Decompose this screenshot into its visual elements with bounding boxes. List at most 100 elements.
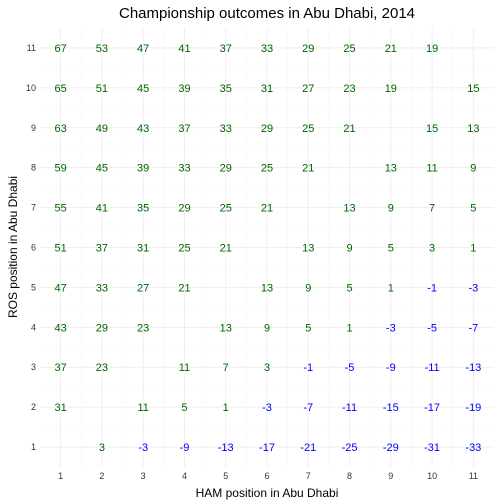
- cell-label: 33: [220, 123, 232, 135]
- cell-label: -3: [468, 282, 478, 294]
- cell-label: -3: [262, 402, 272, 414]
- cell-label: 9: [470, 163, 476, 175]
- cell-label: 7: [429, 203, 435, 215]
- cell-label: 21: [385, 43, 397, 55]
- cell-label: 29: [96, 322, 108, 334]
- cell-label: 13: [385, 163, 397, 175]
- cell-label: -19: [465, 402, 481, 414]
- cell-label: 15: [426, 123, 438, 135]
- cell-label: -1: [427, 282, 437, 294]
- x-tick-label: 5: [223, 471, 228, 481]
- x-tick-label: 8: [347, 471, 352, 481]
- cell-label: -13: [218, 442, 234, 454]
- cell-label: 59: [55, 163, 67, 175]
- cell-label: -13: [465, 362, 481, 374]
- y-tick-label: 2: [31, 402, 36, 412]
- cell-label: 21: [220, 243, 232, 255]
- cell-label: 13: [343, 203, 355, 215]
- cell-label: -9: [386, 362, 396, 374]
- cell-label: 47: [137, 43, 149, 55]
- y-tick-label: 1: [31, 442, 36, 452]
- cell-label: -7: [303, 402, 313, 414]
- cell-label: 9: [346, 243, 352, 255]
- cell-label: -15: [383, 402, 399, 414]
- cell-label: -31: [424, 442, 440, 454]
- y-tick-label: 9: [31, 123, 36, 133]
- cell-label: 1: [470, 243, 476, 255]
- cell-label: 25: [343, 43, 355, 55]
- x-tick-label: 4: [182, 471, 187, 481]
- cell-label: 41: [178, 43, 190, 55]
- cell-label: 5: [346, 282, 352, 294]
- cell-label: 37: [220, 43, 232, 55]
- cell-label: -11: [425, 362, 440, 374]
- cell-label: 5: [181, 402, 187, 414]
- cell-label: 9: [305, 282, 311, 294]
- y-tick-label: 3: [31, 362, 36, 372]
- cell-label: -3: [138, 442, 148, 454]
- x-tick-label: 10: [427, 471, 437, 481]
- cell-label: 43: [55, 322, 67, 334]
- cell-label: 11: [179, 362, 190, 374]
- cell-label: 13: [261, 282, 273, 294]
- cell-label: 11: [426, 163, 437, 175]
- cell-label: 3: [264, 362, 270, 374]
- cell-label: 13: [220, 322, 232, 334]
- cell-label: 25: [302, 123, 314, 135]
- cell-label: -5: [345, 362, 355, 374]
- cell-label: -25: [342, 442, 358, 454]
- cell-label: 29: [261, 123, 273, 135]
- cell-label: 13: [467, 123, 479, 135]
- cell-label: 5: [470, 203, 476, 215]
- cell-label: 55: [55, 203, 67, 215]
- cell-label: -7: [468, 322, 478, 334]
- cell-label: 49: [96, 123, 108, 135]
- cell-label: -29: [383, 442, 399, 454]
- cell-label: 21: [302, 163, 314, 175]
- cell-label: 3: [99, 442, 105, 454]
- cell-label: 37: [96, 243, 108, 255]
- cell-label: 29: [302, 43, 314, 55]
- cell-label: 37: [178, 123, 190, 135]
- cell-label: 47: [55, 282, 67, 294]
- cell-label: 19: [426, 43, 438, 55]
- cell-label: 15: [467, 83, 479, 95]
- cell-label: 33: [178, 163, 190, 175]
- cell-label: 33: [96, 282, 108, 294]
- y-tick-label: 6: [31, 243, 36, 253]
- cell-label: 53: [96, 43, 108, 55]
- cell-label: 51: [96, 83, 108, 95]
- cell-label: 27: [302, 83, 314, 95]
- y-tick-label: 4: [31, 322, 36, 332]
- cell-label: 5: [305, 322, 311, 334]
- x-tick-label: 7: [306, 471, 311, 481]
- cell-label: 25: [178, 243, 190, 255]
- cell-label: 35: [137, 203, 149, 215]
- cell-label: 23: [343, 83, 355, 95]
- x-axis-title: HAM position in Abu Dhabi: [196, 486, 339, 500]
- cell-label: 31: [137, 243, 149, 255]
- cell-label: 5: [388, 243, 394, 255]
- cell-label: 63: [55, 123, 67, 135]
- cell-label: 25: [220, 203, 232, 215]
- cell-label: 29: [178, 203, 190, 215]
- x-tick-label: 1: [58, 471, 63, 481]
- cell-label: -9: [180, 442, 190, 454]
- cell-label: 67: [55, 43, 67, 55]
- x-tick-label: 11: [469, 471, 478, 481]
- cell-label: 21: [343, 123, 355, 135]
- cell-label: -3: [386, 322, 396, 334]
- cell-label: 29: [220, 163, 232, 175]
- cell-label: 31: [55, 402, 67, 414]
- cell-label: 21: [261, 203, 273, 215]
- cell-label: 1: [223, 402, 229, 414]
- cell-label: 3: [429, 243, 435, 255]
- cell-label: 23: [96, 362, 108, 374]
- y-axis-title: ROS position in Abu Dhabi: [6, 176, 20, 318]
- cell-label: 43: [137, 123, 149, 135]
- cell-label: 39: [137, 163, 149, 175]
- cell-label: 11: [137, 402, 148, 414]
- grid: [40, 28, 494, 467]
